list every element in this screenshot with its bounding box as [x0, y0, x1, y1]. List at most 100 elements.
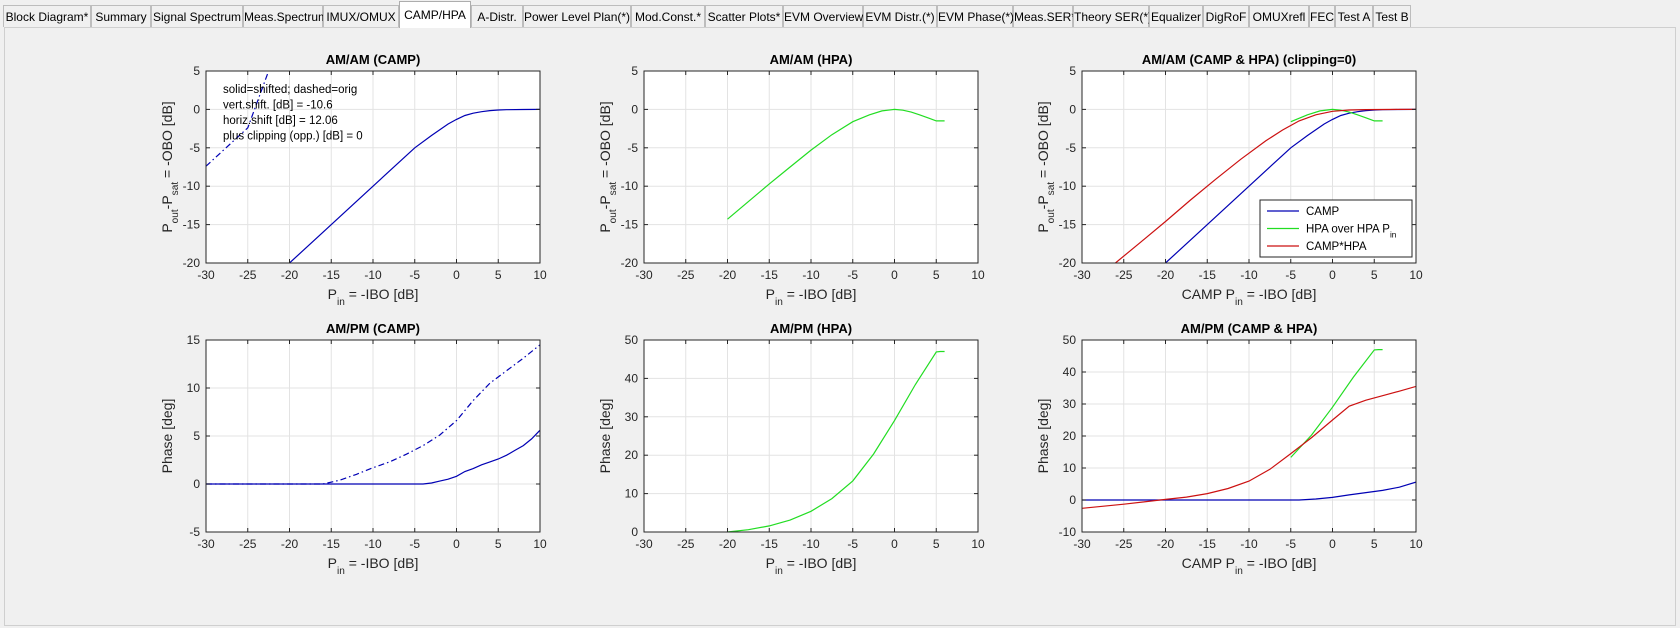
tick-label-x: 5 — [1371, 537, 1378, 551]
tick-label-y: 5 — [193, 64, 200, 78]
tick-label-y: -15 — [183, 218, 201, 232]
x-axis-label: Pin = -IBO [dB] — [766, 286, 857, 308]
tick-label-x: -30 — [1073, 268, 1091, 282]
x-axis-label: Pin = -IBO [dB] — [328, 286, 419, 308]
y-axis-label: Phase [deg] — [597, 399, 613, 474]
tick-label-x: -15 — [323, 537, 341, 551]
tick-label-y: 40 — [625, 371, 639, 385]
chart-am-pm-camp-hpa: -30 -25 -20 -15 -10 -5 0 5 10 -10 0 10 20 30 40 50 AM/PM… — [1035, 321, 1423, 577]
tick-label-x: -25 — [677, 537, 695, 551]
y-axis-label: Pout-Psat = -OBO [dB] — [159, 101, 181, 232]
tick-label-x: 0 — [891, 268, 898, 282]
tick-label-x: 10 — [971, 268, 985, 282]
tick-label-x: -20 — [719, 268, 737, 282]
tab-omuxrefl[interactable]: OMUXrefl — [1249, 5, 1309, 27]
tick-label-y: 30 — [1063, 397, 1077, 411]
tick-label-y: 10 — [1063, 461, 1077, 475]
tick-label-y: -15 — [621, 218, 639, 232]
tick-label-x: -20 — [281, 537, 299, 551]
tick-label-y: 0 — [193, 102, 200, 116]
x-axis-label: CAMP Pin = -IBO [dB] — [1182, 286, 1317, 308]
legend-entry-label: CAMP*HPA — [1306, 241, 1367, 253]
annotation-line: horiz.shift [dB] = 12.06 — [223, 115, 338, 127]
tick-label-x: -10 — [802, 537, 820, 551]
tick-label-x: 10 — [533, 268, 547, 282]
tick-label-x: -15 — [323, 268, 341, 282]
annotation-line: solid=shifted; dashed=orig — [223, 84, 357, 96]
chart-title: AM/AM (HPA) — [770, 52, 853, 67]
series-combined — [1082, 385, 1416, 509]
tab-evm-distr[interactable]: EVM Distr.(*) — [863, 5, 937, 27]
tick-label-x: 5 — [933, 537, 940, 551]
tab-test-a[interactable]: Test A — [1335, 5, 1373, 27]
tick-label-y: 0 — [1069, 102, 1076, 116]
tick-label-y: -5 — [189, 525, 200, 539]
tick-label-x: -20 — [281, 268, 299, 282]
chart-title: AM/AM (CAMP & HPA) (clipping=0) — [1142, 52, 1356, 67]
annotation-line: plus clipping (opp.) [dB] = 0 — [223, 131, 363, 143]
tab-summary[interactable]: Summary — [91, 5, 151, 27]
tick-label-x: -15 — [1199, 537, 1217, 551]
tick-label-y: -10 — [1059, 525, 1077, 539]
tick-label-y: -15 — [1059, 218, 1077, 232]
tick-label-x: -25 — [239, 537, 257, 551]
tab-mod-const[interactable]: Mod.Const.* — [631, 5, 705, 27]
tab-a-distr[interactable]: A-Distr. — [471, 5, 523, 27]
tick-label-x: -30 — [635, 268, 653, 282]
tab-meas-spectrum[interactable]: Meas.Spectrum — [243, 5, 328, 27]
tab-fec[interactable]: FEC — [1309, 5, 1335, 27]
series-hpa — [1290, 108, 1383, 123]
chart-title: AM/PM (HPA) — [770, 321, 852, 336]
series-camp — [1082, 481, 1416, 501]
tab-meas-ser[interactable]: Meas.SER* — [1013, 5, 1076, 27]
tick-label-y: 50 — [625, 333, 639, 347]
tick-label-x: 10 — [1409, 537, 1423, 551]
series-combined — [1115, 108, 1416, 263]
figure-canvas: -30 -25 -20 -15 -10 -5 0 5 10 -20 -15 -10 -5 0 5 AM/AM … — [159, 52, 1423, 577]
tab-power-level-plan[interactable]: Power Level Plan(*) — [523, 5, 631, 27]
tab-equalizer[interactable]: Equalizer — [1149, 5, 1203, 27]
tick-label-x: 10 — [533, 537, 547, 551]
series-camp — [289, 108, 540, 263]
tick-label-x: 5 — [1371, 268, 1378, 282]
tab-evm-phase[interactable]: EVM Phase(*) — [937, 5, 1014, 27]
x-axis-label: CAMP Pin = -IBO [dB] — [1182, 555, 1317, 577]
tick-label-x: -5 — [409, 537, 420, 551]
tick-label-x: -15 — [761, 268, 779, 282]
tick-label-y: -10 — [183, 179, 201, 193]
tick-label-x: -30 — [197, 537, 215, 551]
chart-am-am-camp: -30 -25 -20 -15 -10 -5 0 5 10 -20 -15 -10 -5 0 5 AM/AM … — [159, 52, 547, 308]
chart-am-am-camp-hpa: -30 -25 -20 -15 -10 -5 0 5 10 -20 -15 -10 -5 0 5 AM/AM … — [1035, 52, 1423, 308]
series-hpa — [727, 350, 945, 532]
tick-label-x: 0 — [453, 268, 460, 282]
y-axis-label: Pout-Psat = -OBO [dB] — [597, 101, 619, 232]
tab-block-diagram[interactable]: Block Diagram* — [3, 5, 91, 27]
tick-label-x: -5 — [1285, 537, 1296, 551]
tab-evm-overview[interactable]: EVM Overview — [783, 5, 863, 27]
tab-scatter-plots[interactable]: Scatter Plots* — [705, 5, 783, 27]
tick-label-x: -5 — [847, 537, 858, 551]
tab-bar: Block Diagram* Summary Signal Spectrum Meas… — [0, 0, 1680, 28]
chart-am-am-hpa: -30 -25 -20 -15 -10 -5 0 5 10 -20 -15 -10 -5 0 5 AM/AM … — [597, 52, 985, 308]
tab-imux-omux[interactable]: IMUX/OMUX — [323, 5, 399, 27]
tab-test-b[interactable]: Test B — [1373, 5, 1411, 27]
tab-digrof[interactable]: DigRoF — [1203, 5, 1249, 27]
tick-label-x: 5 — [495, 268, 502, 282]
series-hpa — [727, 108, 945, 220]
tick-label-x: -15 — [1199, 268, 1217, 282]
chart-am-pm-camp: -30 -25 -20 -15 -10 -5 0 5 10 -5 0 5 10 15 AM/PM (CAMP… — [159, 321, 547, 577]
tick-label-x: 5 — [495, 537, 502, 551]
x-axis-label: Pin = -IBO [dB] — [766, 555, 857, 577]
tick-label-x: -25 — [677, 268, 695, 282]
tick-label-y: -5 — [1065, 141, 1076, 155]
tick-label-x: 10 — [1409, 268, 1423, 282]
tab-theory-ser[interactable]: Theory SER(*) — [1073, 5, 1152, 27]
tick-label-y: 0 — [193, 477, 200, 491]
series-camp-orig — [206, 344, 540, 485]
chart-title: AM/AM (CAMP) — [326, 52, 421, 67]
tab-camp-hpa[interactable]: CAMP/HPA — [399, 1, 471, 28]
tick-label-x: -10 — [1240, 268, 1258, 282]
tick-label-y: -20 — [621, 256, 639, 270]
tab-signal-spectrum[interactable]: Signal Spectrum — [151, 5, 243, 27]
series-camp — [206, 429, 540, 485]
